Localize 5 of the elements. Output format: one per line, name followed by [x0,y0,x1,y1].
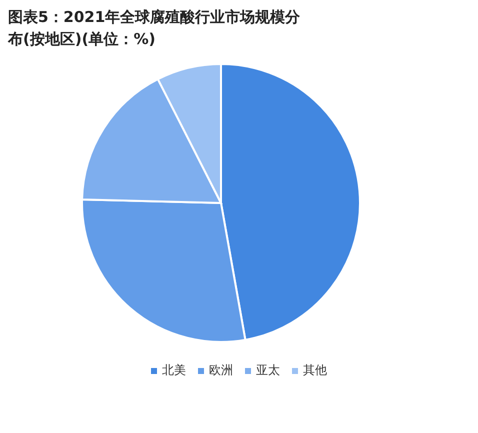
chart-title: 图表5：2021年全球腐殖酸行业市场规模分布(按地区)(单位：%) [8,7,302,50]
legend-label: 北美 [162,363,186,377]
legend-label: 其他 [303,363,327,377]
legend-label: 亚太 [256,363,280,377]
legend-label: 欧洲 [209,363,233,377]
